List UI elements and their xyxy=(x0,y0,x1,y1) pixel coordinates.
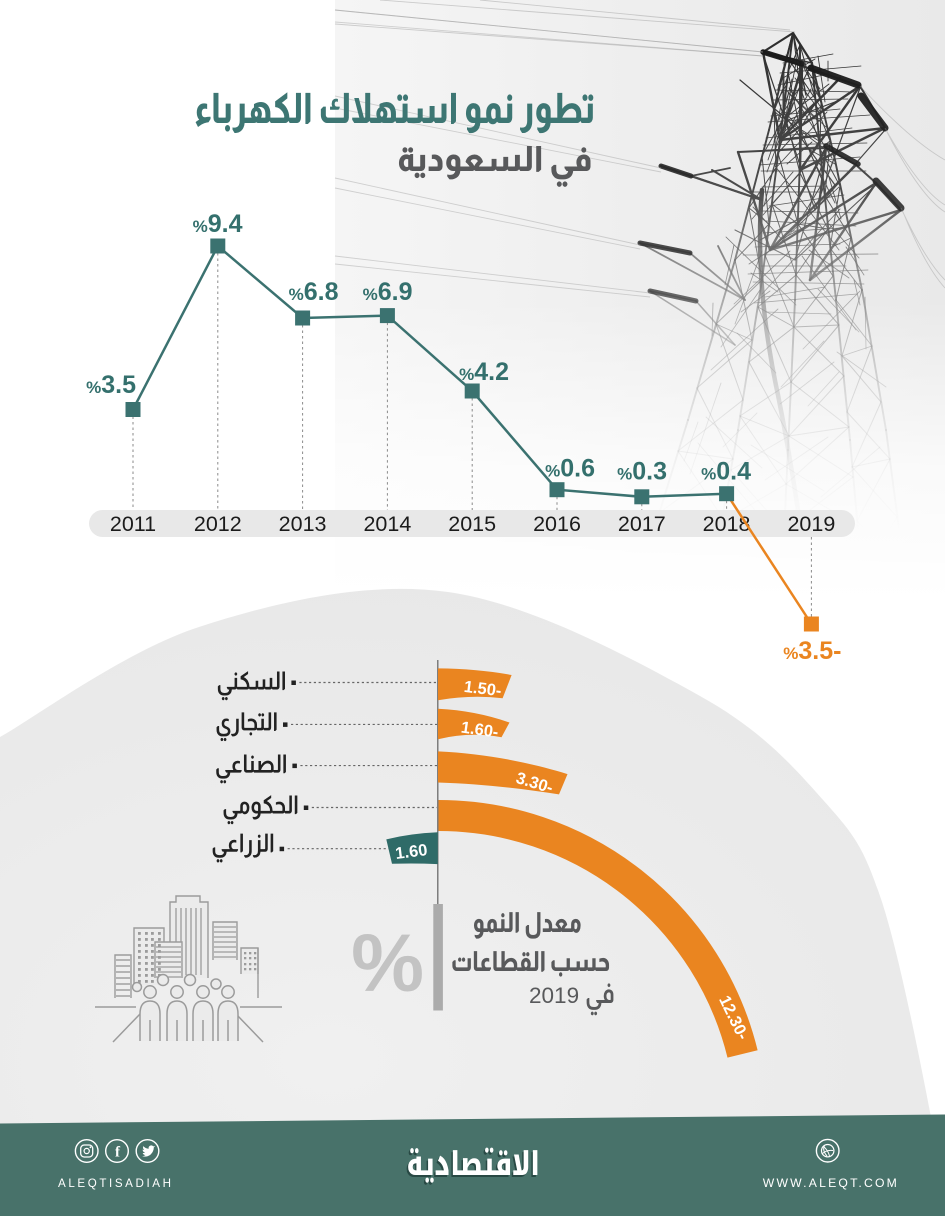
svg-text:2013: 2013 xyxy=(279,512,327,536)
svg-text:2012: 2012 xyxy=(194,512,242,536)
svg-text:%: % xyxy=(351,918,424,1009)
svg-text:2011: 2011 xyxy=(110,512,156,536)
svg-text:2017: 2017 xyxy=(618,512,666,536)
svg-text:WWW.ALEQT.COM: WWW.ALEQT.COM xyxy=(763,1176,899,1190)
svg-text:%6.8: %6.8 xyxy=(289,278,339,306)
svg-text:2018: 2018 xyxy=(703,512,751,536)
svg-text:2019: 2019 xyxy=(787,512,835,536)
svg-text:%6.9: %6.9 xyxy=(363,278,413,306)
svg-text:%0.3: %0.3 xyxy=(617,458,667,486)
svg-text:%4.2: %4.2 xyxy=(459,358,509,386)
svg-text:%3.5: %3.5 xyxy=(86,371,136,399)
svg-text:2014: 2014 xyxy=(363,512,411,536)
svg-text:1.60: 1.60 xyxy=(394,841,428,863)
svg-text:2019: 2019 xyxy=(529,983,579,1008)
svg-text:1.60-: 1.60- xyxy=(460,719,500,742)
svg-text:%3.5-: %3.5- xyxy=(783,637,841,665)
svg-text:f: f xyxy=(115,1145,121,1161)
svg-text:%0.4: %0.4 xyxy=(701,458,751,486)
svg-text:1.50-: 1.50- xyxy=(463,678,503,700)
svg-text:%0.6: %0.6 xyxy=(545,455,595,483)
svg-text:2015: 2015 xyxy=(448,512,496,536)
svg-text:ALEQTISADIAH: ALEQTISADIAH xyxy=(58,1177,174,1190)
svg-text:%9.4: %9.4 xyxy=(193,210,243,238)
svg-text:2016: 2016 xyxy=(533,512,581,536)
